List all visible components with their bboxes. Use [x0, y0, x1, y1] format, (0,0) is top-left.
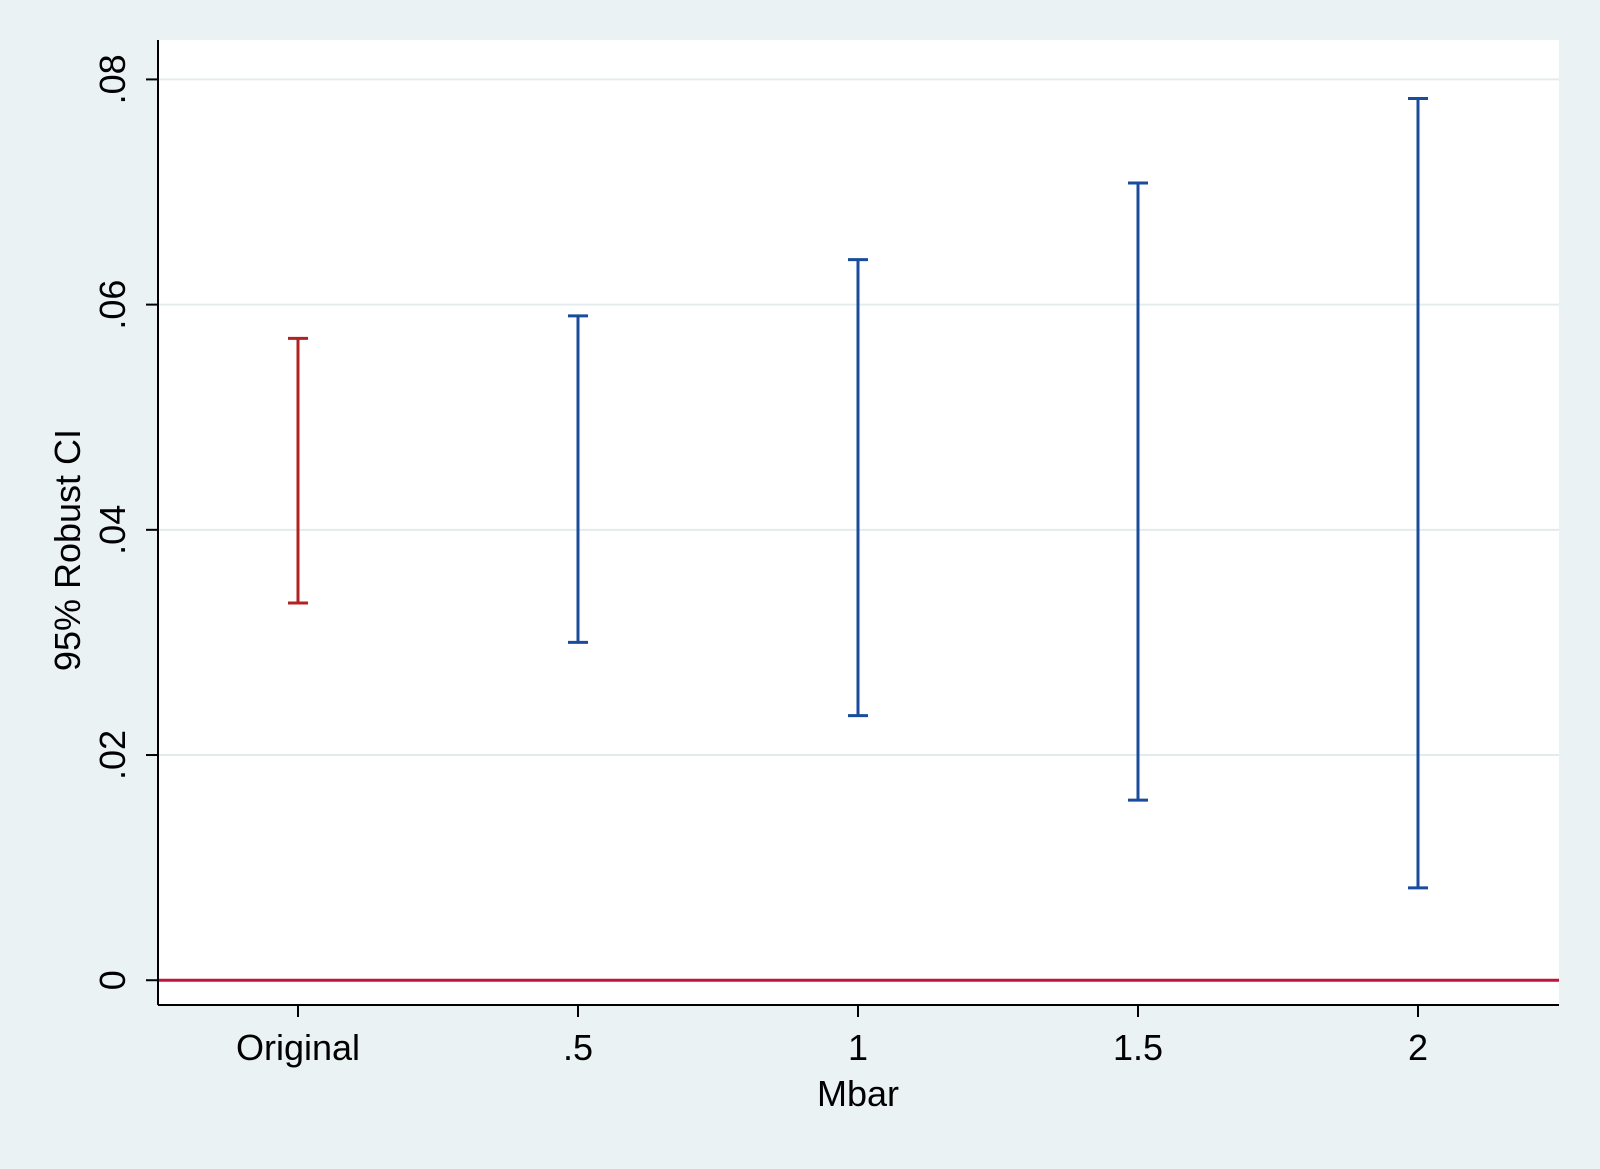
y-tick-label: .02	[92, 730, 133, 780]
ci-bar	[288, 336, 308, 605]
x-tick-label: 1	[848, 1027, 868, 1068]
x-tick-label: .5	[563, 1027, 593, 1068]
y-tick-label: 0	[92, 970, 133, 990]
x-tick-label: 2	[1408, 1027, 1428, 1068]
y-tick-label: .06	[92, 280, 133, 330]
confidence-intervals	[288, 97, 1428, 890]
ci-bar	[1408, 97, 1428, 890]
x-tick-label: Original	[236, 1027, 360, 1068]
x-tick-label: 1.5	[1113, 1027, 1163, 1068]
y-tick-label: .04	[92, 505, 133, 555]
tick-marks: 0 .02 .04 .06 .08 Original .5 1 1.5 2	[92, 54, 1428, 1068]
y-axis-label: 95% Robust CI	[47, 429, 88, 671]
ci-bar	[1128, 181, 1148, 802]
ci-bar	[568, 314, 588, 644]
y-tick-label: .08	[92, 54, 133, 104]
x-axis-label: Mbar	[817, 1073, 899, 1114]
ci-bar	[848, 258, 868, 718]
